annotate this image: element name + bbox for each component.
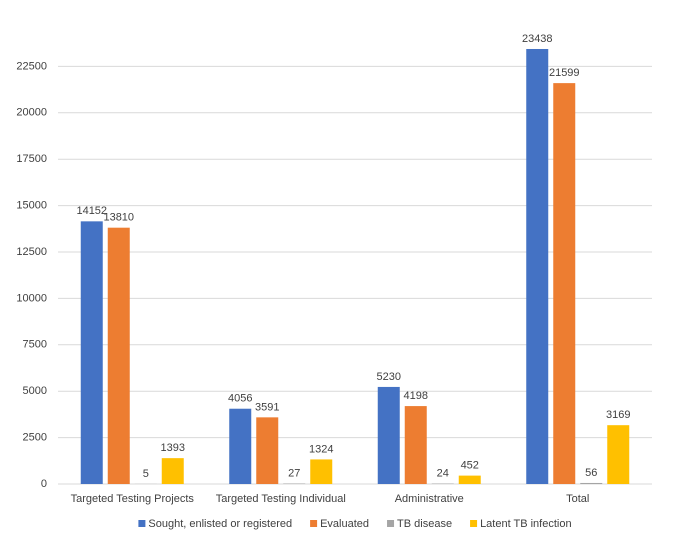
value-label: 1393 <box>161 442 185 454</box>
value-label: 23438 <box>522 33 553 45</box>
legend-swatch <box>387 520 395 527</box>
bar <box>377 386 400 484</box>
bar <box>80 221 103 485</box>
bar <box>404 406 427 484</box>
y-tick-label: 22500 <box>16 60 47 72</box>
bar <box>526 48 549 484</box>
bar <box>283 483 306 484</box>
value-label: 4198 <box>404 390 428 402</box>
legend-swatch <box>138 520 146 527</box>
y-tick-label: 12500 <box>16 246 47 258</box>
bar <box>580 482 603 484</box>
y-tick-label: 10000 <box>16 292 47 304</box>
value-label: 3591 <box>255 401 279 413</box>
value-label: 56 <box>585 467 597 479</box>
value-label: 5 <box>143 468 149 480</box>
legend-label: Evaluated <box>320 518 369 530</box>
value-label: 4056 <box>228 393 252 405</box>
bar <box>458 475 481 484</box>
value-label: 24 <box>437 467 449 479</box>
value-label: 27 <box>288 467 300 479</box>
y-tick-label: 7500 <box>23 339 47 351</box>
y-tick-label: 2500 <box>23 432 47 444</box>
bar <box>229 408 252 484</box>
bar <box>256 417 279 484</box>
legend-label: TB disease <box>397 518 452 530</box>
legend-label: Sought, enlisted or registered <box>148 518 292 530</box>
value-label: 3169 <box>606 409 630 421</box>
bar <box>553 83 576 484</box>
x-tick-label: Administrative <box>395 493 464 505</box>
value-label: 1324 <box>309 443 333 455</box>
bar <box>107 227 130 484</box>
x-tick-label: Targeted Testing Projects <box>71 493 195 505</box>
value-label: 5230 <box>377 371 401 383</box>
value-label: 14152 <box>76 205 107 217</box>
y-tick-label: 0 <box>41 478 47 490</box>
y-tick-label: 20000 <box>16 107 47 119</box>
x-tick-label: Total <box>566 493 589 505</box>
bar <box>310 459 333 484</box>
legend-swatch <box>310 520 318 527</box>
legend-swatch <box>470 520 478 527</box>
y-tick-label: 15000 <box>16 200 47 212</box>
value-label: 452 <box>461 460 479 472</box>
y-tick-label: 17500 <box>16 153 47 165</box>
bar <box>607 425 630 484</box>
bar <box>161 458 184 484</box>
x-tick-label: Targeted Testing Individual <box>216 493 346 505</box>
value-label: 13810 <box>103 212 134 224</box>
y-tick-label: 5000 <box>23 385 47 397</box>
value-label: 21599 <box>549 67 580 79</box>
legend-label: Latent TB infection <box>480 518 572 530</box>
